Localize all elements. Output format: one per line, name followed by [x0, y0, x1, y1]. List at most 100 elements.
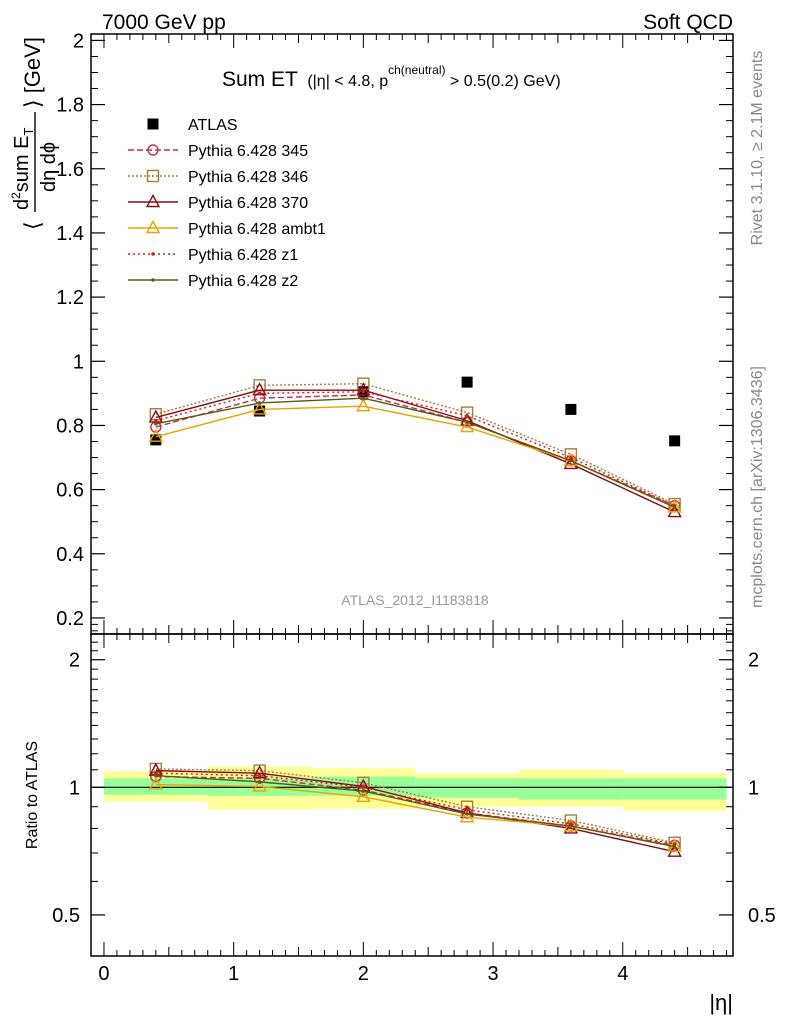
data-point [257, 391, 262, 396]
data-point [672, 842, 677, 846]
data-point [361, 396, 366, 400]
data-point [253, 379, 266, 392]
series-line [155, 772, 675, 845]
series-line [155, 405, 675, 508]
data-point [154, 774, 158, 778]
series-line [155, 769, 675, 853]
ratio-y-label: Ratio to ATLAS [24, 741, 41, 849]
data-point [465, 420, 469, 424]
main-y-label: ⟨ d2sum ET dη dϕ ⟩ [GeV] [9, 37, 60, 230]
data-point [459, 412, 475, 426]
y-label-lead: ⟨ [20, 221, 45, 230]
y-tick-label: 0.8 [56, 415, 84, 437]
data-point [565, 403, 577, 415]
plot-title-cond: (|η| < 4.8, p [307, 73, 388, 90]
data-point [154, 771, 158, 775]
legend-label: Pythia 6.428 370 [188, 195, 308, 212]
plot-title: Sum ET (|η| < 4.8, pch(neutral) > 0.5(0.… [222, 63, 561, 91]
legend-label: Pythia 6.428 ambt1 [188, 221, 326, 238]
data-point [252, 778, 267, 792]
svg-text:Sum ET (|η| < 4.8, pch(n: Sum ET (|η| < 4.8, pch(neutral) > 0.5(0.… [222, 63, 561, 91]
ratio-band-inner [519, 778, 623, 800]
legend-marker [147, 118, 159, 130]
data-point [465, 414, 469, 418]
x-tick-label: 3 [487, 963, 498, 985]
data-point [356, 788, 371, 802]
y-tick-label: 1.2 [56, 287, 84, 309]
ratio-y-tick-label: 1 [69, 777, 80, 799]
ratio-axes: 0 1 2 3 4 0.5 0.5 1 1 2 2 [52, 633, 776, 985]
y-tick-label: 0.6 [56, 480, 84, 502]
x-tick-label: 0 [98, 963, 109, 985]
legend-label: Pythia 6.428 z1 [188, 247, 298, 264]
y-label-sum: sum E [11, 136, 33, 193]
data-point [361, 789, 366, 793]
data-point [148, 776, 164, 790]
ratio-frame [90, 633, 734, 957]
data-point [252, 765, 267, 779]
legend-marker [151, 278, 155, 282]
y-tick-label: 2 [73, 30, 84, 52]
y-label-den: dη dϕ [38, 142, 60, 192]
y-tick-label: 1.4 [56, 223, 84, 245]
data-point [563, 455, 579, 470]
series-line [155, 394, 675, 507]
y-label-sub: T [21, 128, 36, 136]
ratio-y-tick-label: 2 [69, 650, 80, 672]
y-tick-label: 1.6 [56, 159, 84, 181]
series-line [155, 768, 675, 844]
ratio-band-inner [622, 778, 727, 800]
data-point [668, 836, 681, 849]
series-line [155, 775, 675, 848]
data-point [257, 401, 262, 405]
ratio-y-tick-label-right: 1 [748, 777, 759, 799]
data-point [669, 435, 681, 447]
data-point [459, 809, 475, 823]
legend-marker [147, 144, 159, 156]
svg-text:d2sum ET: d2sum ET [9, 128, 36, 211]
legend: ATLAS Pythia 6.428 345 Pythia 6.428 346 Pyt… [128, 117, 326, 290]
y-tick-label: 1.8 [56, 95, 84, 117]
y-tick-label: 0.4 [56, 544, 84, 566]
plot-title-main: Sum ET [222, 68, 298, 91]
data-point [150, 434, 162, 446]
x-axis-label: |η| [709, 990, 733, 1015]
plot-title-cond-end: > 0.5(0.2) GeV) [445, 73, 560, 90]
data-point [356, 382, 371, 396]
data-point [148, 428, 164, 442]
legend-marker [151, 252, 155, 256]
data-point [672, 505, 677, 509]
series-line [155, 383, 675, 505]
y-tick-label: 1 [73, 351, 84, 373]
data-point [254, 405, 266, 417]
y-label-d: d [11, 199, 33, 210]
header-left: 7000 GeV pp [102, 11, 226, 34]
y-label-sup: 2 [9, 192, 23, 199]
legend-label: Pythia 6.428 345 [188, 143, 308, 160]
data-point [459, 419, 475, 433]
data-point [569, 459, 573, 463]
ratio-series [148, 762, 682, 857]
data-point [465, 808, 469, 812]
analysis-watermark: ATLAS_2012_I1183818 [341, 592, 489, 608]
legend-label: Pythia 6.428 346 [188, 169, 308, 186]
ratio-y-tick-label-right: 2 [748, 650, 759, 672]
main-series [148, 376, 682, 518]
data-point [361, 785, 366, 790]
data-point [672, 844, 677, 849]
data-point [569, 455, 573, 460]
data-point [154, 422, 158, 426]
header-right: Soft QCD [643, 11, 733, 34]
legend-marker [146, 169, 160, 183]
legend-label: ATLAS [188, 117, 238, 134]
legend-label: Pythia 6.428 z2 [188, 273, 298, 290]
series-line [155, 397, 675, 508]
data-point [460, 800, 474, 813]
data-point [154, 418, 158, 423]
data-point [257, 774, 262, 778]
data-point [357, 377, 370, 390]
x-tick-label: 4 [617, 963, 628, 985]
y-label-tail: ⟩ [GeV] [20, 37, 45, 108]
x-tick-label: 2 [358, 963, 369, 985]
